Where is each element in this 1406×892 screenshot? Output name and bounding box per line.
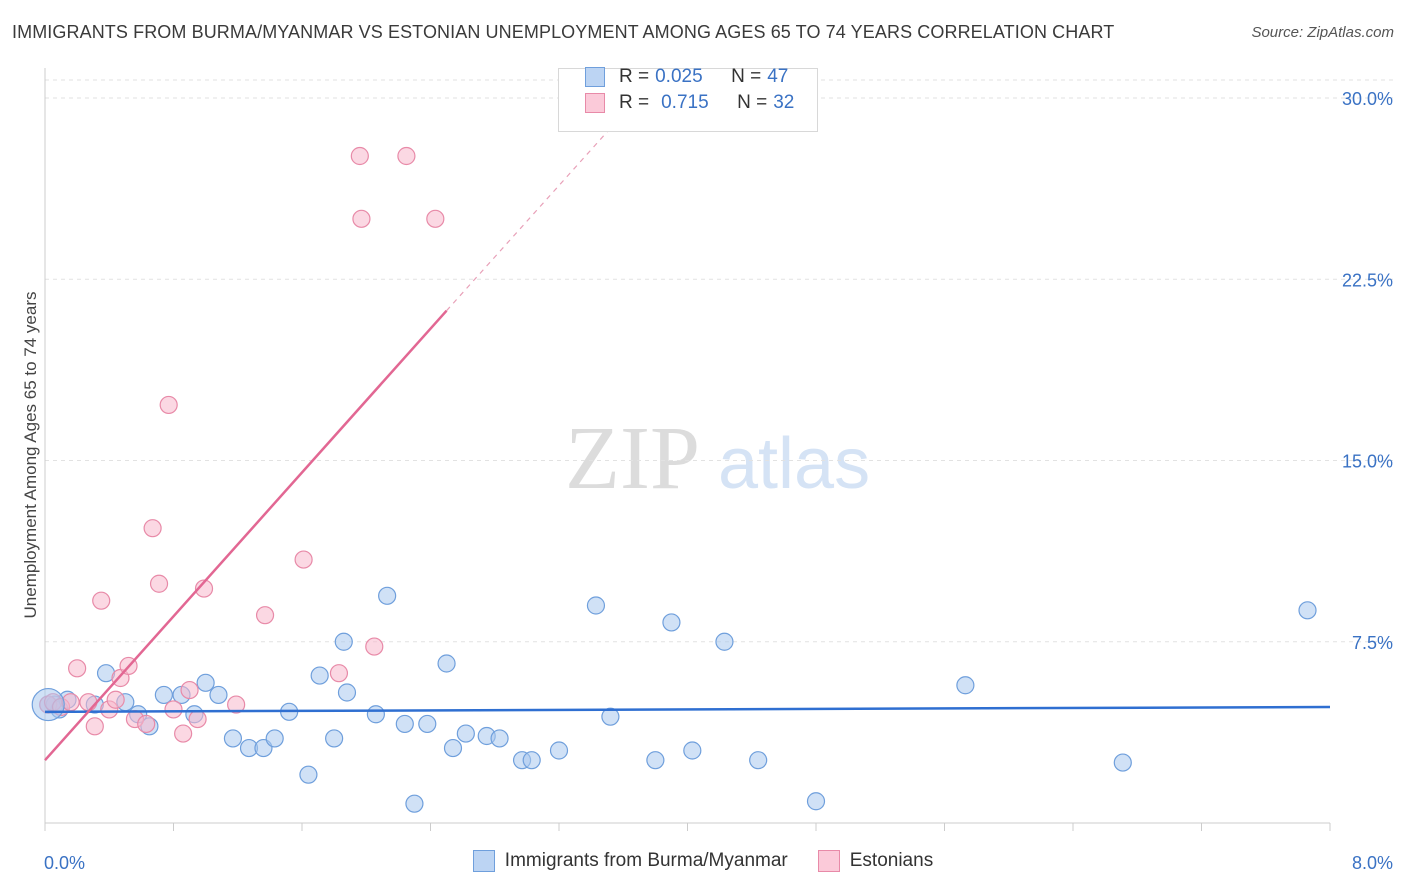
chart-title: IMMIGRANTS FROM BURMA/MYANMAR VS ESTONIA… — [12, 22, 1115, 42]
point-burma — [646, 751, 665, 770]
point-burma — [223, 729, 243, 748]
point-estonians — [92, 591, 111, 610]
legend-swatch-blue — [472, 850, 495, 872]
point-estonians — [397, 146, 416, 166]
point-burma — [310, 666, 329, 685]
point-burma — [601, 707, 620, 726]
point-estonians — [137, 714, 156, 734]
point-estonians — [194, 579, 214, 598]
point-estonians — [106, 690, 125, 709]
watermark-zip: ZIP — [565, 409, 700, 508]
legend-swatch-pink — [817, 850, 840, 872]
point-estonians — [174, 724, 193, 743]
point-estonians — [294, 550, 313, 569]
legend-label-burma: Immigrants from Burma/Myanmar — [504, 850, 788, 871]
r-value-estonians: 0.715 — [661, 92, 709, 113]
point-estonians — [329, 664, 349, 683]
point-estonians — [143, 519, 162, 538]
correlation-legend: R = 0.025 N = 47 R = 0.715 N = 32 — [558, 66, 818, 132]
point-burma — [749, 751, 768, 770]
point-burma — [456, 724, 475, 743]
point-burma — [662, 613, 681, 632]
point-estonians — [164, 700, 183, 719]
point-estonians — [68, 659, 87, 678]
point-burma — [325, 729, 344, 748]
point-estonians — [180, 680, 199, 700]
point-burma — [549, 741, 569, 760]
n-value-estonians: 32 — [773, 92, 795, 113]
point-burma — [196, 673, 215, 692]
point-burma — [1298, 601, 1317, 620]
point-estonians — [255, 606, 275, 625]
point-estonians — [159, 395, 178, 415]
n-label: N = — [731, 66, 762, 87]
point-burma — [437, 654, 456, 673]
n-value-burma: 47 — [767, 66, 789, 87]
point-estonians — [149, 574, 169, 593]
point-burma — [443, 738, 463, 758]
point-estonians — [79, 693, 98, 712]
point-burma — [490, 729, 509, 748]
y-tick-label: 22.5% — [1342, 270, 1393, 290]
y-tick-label: 30.0% — [1342, 89, 1393, 109]
point-burma — [154, 685, 173, 705]
y-tick-label: 7.5% — [1352, 633, 1393, 653]
r-label: R = — [619, 92, 650, 113]
point-estonians — [188, 709, 207, 729]
point-burma — [334, 632, 353, 651]
r-value-burma: 0.025 — [655, 66, 703, 87]
series-legend: Immigrants from Burma/Myanmar Estonians — [0, 850, 1406, 872]
point-burma — [265, 729, 284, 748]
point-burma — [586, 596, 606, 615]
point-burma — [405, 794, 424, 813]
point-burma — [366, 705, 385, 724]
x-tick-label-max: 8.0% — [1352, 853, 1393, 873]
point-burma — [715, 632, 734, 651]
n-label: N = — [737, 92, 768, 113]
legend-item-estonians[interactable]: Estonians — [817, 850, 934, 872]
legend-swatch-blue — [585, 67, 605, 87]
point-burma — [337, 683, 357, 702]
y-tick-label: 15.0% — [1342, 452, 1393, 472]
point-estonians — [352, 209, 371, 228]
point-estonians — [227, 695, 246, 714]
point-burma — [806, 792, 826, 811]
r-label: R = — [619, 66, 650, 87]
point-burma — [956, 676, 975, 695]
chart-source: Source: ZipAtlas.com — [1251, 24, 1394, 41]
legend-item-burma[interactable]: Immigrants from Burma/Myanmar — [472, 850, 788, 872]
point-burma — [1113, 753, 1132, 772]
legend-swatch-pink — [585, 93, 605, 113]
point-burma — [395, 714, 414, 734]
trendline-burma — [44, 705, 1331, 714]
point-burma — [418, 714, 437, 734]
trendline-estonians — [44, 309, 448, 761]
point-burma — [209, 685, 228, 705]
point-burma — [683, 741, 702, 760]
legend-label-estonians: Estonians — [849, 850, 934, 871]
point-burma — [522, 751, 541, 770]
y-axis-label: Unemployment Among Ages 65 to 74 years — [21, 292, 40, 619]
watermark-atlas: atlas — [718, 424, 870, 504]
point-estonians — [61, 693, 80, 712]
trendline-estonians-extension — [446, 131, 608, 312]
point-estonians — [426, 209, 445, 228]
point-estonians — [365, 637, 384, 656]
point-estonians — [85, 717, 104, 736]
x-tick-label-min: 0.0% — [44, 853, 85, 873]
point-estonians — [350, 146, 369, 166]
point-burma — [378, 586, 397, 605]
point-burma-cluster — [31, 687, 65, 722]
point-burma — [299, 765, 318, 784]
